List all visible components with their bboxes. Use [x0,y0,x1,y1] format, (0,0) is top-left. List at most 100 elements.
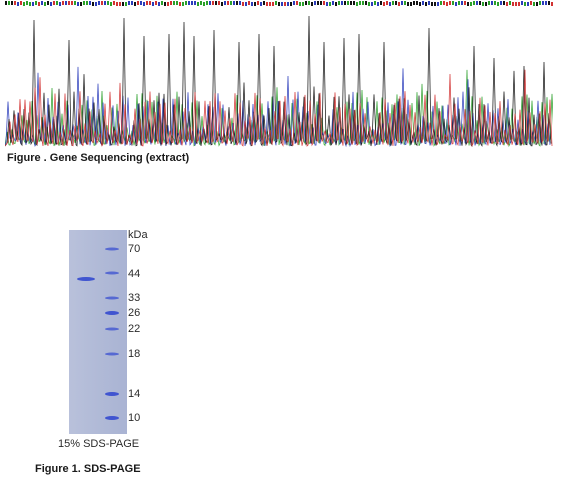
sequence-base-mark [530,1,532,5]
sequence-base-mark [452,1,454,5]
sequence-base-mark [545,1,547,5]
sequence-base-mark [47,1,49,5]
sequence-base-mark [470,2,472,6]
sequence-base-mark [536,2,538,6]
sequence-base-mark [149,1,151,5]
marker-label-22: 22 [128,323,141,335]
sequence-base-mark [182,2,184,6]
sequence-base-mark [263,1,265,5]
sequence-base-mark [77,2,79,6]
sequence-base-mark [176,1,178,5]
sequence-base-mark [293,1,295,5]
sequence-base-mark [368,2,370,6]
sequence-base-mark [500,1,502,5]
sequence-base-mark [389,2,391,6]
marker-label-70: 70 [128,243,141,255]
sequence-base-mark [335,2,337,6]
sequence-base-mark [143,2,145,6]
sequence-base-mark [527,2,529,6]
sequence-base-mark [161,1,163,5]
sequence-base-mark [458,1,460,5]
sequence-base-mark [179,2,181,6]
sequence-base-mark [86,1,88,5]
sequence-base-mark [278,2,280,6]
sequence-base-mark [245,2,247,6]
sequence-base-mark [17,2,19,6]
marker-label-10: 10 [128,412,141,424]
ladder-band [105,416,119,420]
sequence-base-mark [359,1,361,5]
sequence-base-mark [131,1,133,5]
sequence-base-mark [380,1,382,5]
sequence-base-mark [323,1,325,5]
sequence-letter-strip [5,1,553,6]
gel-caption: 15% SDS-PAGE [58,438,140,450]
sequence-base-mark [65,1,67,5]
sequence-base-mark [317,1,319,5]
sequence-base-mark [203,2,205,6]
sequence-base-mark [137,1,139,5]
sequence-base-mark [5,1,7,5]
sequence-base-mark [314,1,316,5]
sequence-base-mark [74,1,76,5]
sequence-base-mark [326,2,328,6]
sequence-base-mark [236,1,238,5]
sequence-base-mark [218,1,220,5]
sequence-base-mark [479,1,481,5]
sequence-base-mark [509,1,511,5]
sequence-base-mark [533,2,535,6]
sequence-base-mark [134,2,136,6]
sequence-base-mark [230,1,232,5]
sds-page-gel [69,230,127,434]
sequence-base-mark [518,2,520,6]
sequence-base-mark [464,1,466,5]
sequence-base-mark [248,1,250,5]
sequence-base-mark [83,1,85,5]
sequence-base-mark [350,1,352,5]
chromatogram-trace-line [5,66,551,148]
sequence-base-mark [416,1,418,5]
sequence-base-mark [200,1,202,5]
sequence-base-mark [461,1,463,5]
sequence-base-mark [401,1,403,5]
sequence-base-mark [188,1,190,5]
marker-label-26: 26 [128,307,141,319]
sequence-base-mark [260,2,262,6]
sequence-base-mark [419,2,421,6]
sequence-base-mark [476,1,478,5]
sequence-base-mark [353,1,355,5]
sequence-base-mark [506,2,508,6]
sequence-base-mark [410,2,412,6]
sequence-base-mark [269,2,271,6]
sequence-base-mark [26,1,28,5]
sequence-base-mark [413,1,415,5]
sequence-base-mark [239,1,241,5]
sequence-base-mark [374,1,376,5]
sequence-base-mark [365,1,367,5]
sequence-base-mark [551,2,553,6]
sequence-base-mark [341,1,343,5]
sequence-base-mark [155,1,157,5]
sequence-base-mark [29,2,31,6]
sequence-base-mark [50,2,52,6]
sequence-base-mark [422,1,424,5]
sequence-base-mark [308,1,310,5]
sequence-base-mark [371,2,373,6]
sequence-base-mark [455,2,457,6]
sequence-base-mark [158,2,160,6]
sequence-base-mark [185,1,187,5]
sequence-base-mark [209,1,211,5]
sequence-base-mark [515,2,517,6]
ladder-band [105,247,119,251]
sequence-base-mark [542,1,544,5]
chromatogram-traces [5,15,553,148]
sequence-base-mark [407,2,409,6]
sequence-base-mark [344,1,346,5]
sequence-base-mark [107,1,109,5]
sequence-base-mark [41,1,43,5]
sequence-base-mark [173,1,175,5]
sequence-base-mark [386,1,388,5]
ladder-band [105,352,119,356]
sequence-base-mark [320,1,322,5]
kda-unit-label: kDa [128,229,148,241]
